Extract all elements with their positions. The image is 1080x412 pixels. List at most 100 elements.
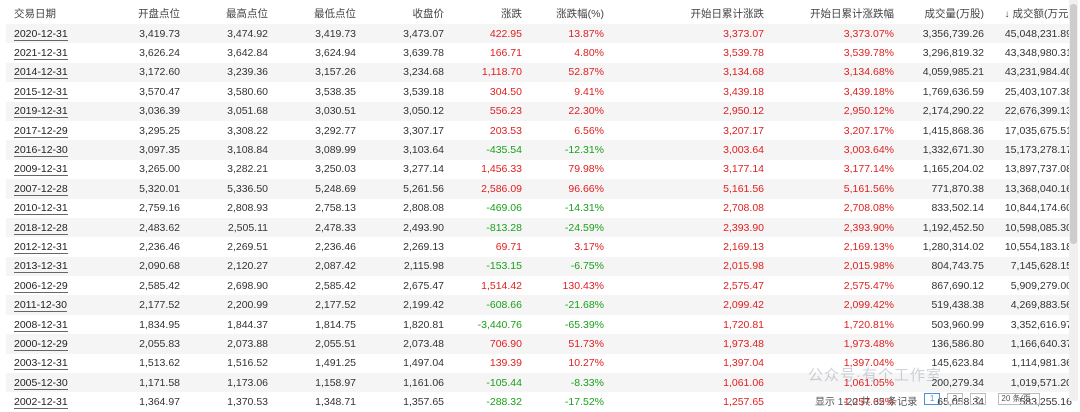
cell-high: 2,269.51 (184, 237, 272, 257)
date-link[interactable]: 2005-12-30 (14, 376, 68, 390)
table-row[interactable]: 2013-12-31 2,090.68 2,120.27 2,087.42 2,115.… (6, 256, 1076, 277)
col-header-amount[interactable]: ↓ 成交额(万元) (988, 2, 1076, 24)
cell-change-pct: 52.87% (526, 62, 608, 83)
table-row[interactable]: 2020-12-31 3,419.73 3,474.92 3,419.73 3,473.… (6, 24, 1076, 44)
table-row[interactable]: 2019-12-31 3,036.39 3,051.68 3,030.51 3,050.… (6, 101, 1076, 121)
cell-low: 3,419.73 (272, 24, 360, 44)
table-row[interactable]: 2007-12-28 5,320.01 5,336.50 5,248.69 5,261.… (6, 179, 1076, 199)
cell-high: 3,282.21 (184, 159, 272, 180)
table-row[interactable]: 2006-12-29 2,585.42 2,698.90 2,585.42 2,675.… (6, 276, 1076, 296)
cell-open: 3,626.24 (96, 43, 184, 63)
date-link[interactable]: 2003-12-31 (14, 357, 68, 371)
date-link[interactable]: 2010-12-31 (14, 202, 68, 216)
cell-cum-change-pct: 2,169.13% (768, 237, 898, 257)
col-header-cum-change[interactable]: 开始日累计涨跌 (690, 7, 765, 20)
page-1-button[interactable]: 1 (924, 393, 941, 405)
col-header-high[interactable]: 最高点位 (226, 7, 268, 20)
col-header-cum-change-pct[interactable]: 开始日累计涨跌幅 (810, 7, 894, 20)
cell-close: 3,307.17 (360, 120, 448, 141)
scrollbar-thumb[interactable] (1070, 4, 1077, 244)
cell-open: 1,513.62 (96, 353, 184, 374)
date-link[interactable]: 2021-12-31 (14, 47, 68, 61)
date-link[interactable]: 2015-12-31 (14, 85, 68, 99)
cell-cum-change: 1,397.04 (608, 353, 768, 374)
col-header-date[interactable]: 交易日期 (14, 7, 56, 20)
col-header-change[interactable]: 涨跌 (501, 7, 522, 20)
cell-close: 2,073.48 (360, 334, 448, 354)
cell-close: 3,234.68 (360, 62, 448, 83)
date-link[interactable]: 2020-12-31 (14, 27, 68, 41)
col-header-volume[interactable]: 成交量(万股) (924, 7, 985, 20)
cell-volume: 200,279.34 (898, 373, 988, 393)
date-link[interactable]: 2019-12-31 (14, 105, 68, 119)
col-header-low[interactable]: 最低点位 (314, 7, 356, 20)
cell-change-pct: 51.73% (526, 334, 608, 354)
date-link[interactable]: 2008-12-31 (14, 318, 68, 332)
page-size-select[interactable]: 20 条/页 (998, 393, 1041, 405)
table-row[interactable]: 2021-12-31 3,626.24 3,642.84 3,624.94 3,639.… (6, 43, 1076, 63)
table-row[interactable]: 2014-12-31 3,172.60 3,239.36 3,157.26 3,234.… (6, 62, 1076, 83)
cell-change-pct: 9.41% (526, 82, 608, 102)
date-link[interactable]: 2014-12-31 (14, 66, 68, 80)
cell-change: -288.32 (448, 392, 526, 412)
cell-high: 3,308.22 (184, 120, 272, 141)
date-link[interactable]: 2007-12-28 (14, 182, 68, 196)
cell-change-pct: -24.59% (526, 217, 608, 238)
cell-cum-change-pct: 2,393.90% (768, 217, 898, 238)
cell-change-pct: 96.66% (526, 179, 608, 199)
table-row[interactable]: 2000-12-29 2,055.83 2,073.88 2,055.51 2,073.… (6, 334, 1076, 354)
cell-change-pct: 3.17% (526, 237, 608, 257)
page-2-button[interactable]: 2 (946, 393, 963, 405)
next-page-button[interactable]: > (969, 393, 986, 405)
date-link[interactable]: 2017-12-29 (14, 124, 68, 138)
date-link[interactable]: 2016-12-30 (14, 144, 68, 158)
cell-open: 1,171.58 (96, 373, 184, 393)
cell-change: 203.53 (448, 120, 526, 141)
date-link[interactable]: 2012-12-31 (14, 240, 68, 254)
table-row[interactable]: 2012-12-31 2,236.46 2,269.51 2,236.46 2,269.… (6, 237, 1076, 257)
cell-volume: 804,743.75 (898, 256, 988, 277)
table-row[interactable]: 2005-12-30 1,171.58 1,173.06 1,158.97 1,161.… (6, 373, 1076, 393)
table-row[interactable]: 2009-12-31 3,265.00 3,282.21 3,250.03 3,277.… (6, 159, 1076, 180)
col-header-open[interactable]: 开盘点位 (138, 7, 180, 20)
date-link[interactable]: 2009-12-31 (14, 163, 68, 177)
table-row[interactable]: 2016-12-30 3,097.35 3,108.84 3,089.99 3,103.… (6, 140, 1076, 160)
date-link[interactable]: 2013-12-31 (14, 260, 68, 274)
col-header-change-pct[interactable]: 涨跌幅(%) (556, 7, 604, 20)
cell-date: 2020-12-31 (6, 24, 96, 44)
table-row[interactable]: 2003-12-31 1,513.62 1,516.52 1,491.25 1,497.… (6, 353, 1076, 374)
cell-change-pct: 6.56% (526, 120, 608, 141)
cell-high: 2,200.99 (184, 295, 272, 315)
cell-amount: 17,035,675.51 (988, 120, 1076, 141)
cell-open: 5,320.01 (96, 179, 184, 199)
cell-change: -469.06 (448, 198, 526, 218)
cell-open: 3,172.60 (96, 62, 184, 83)
arrow-down-icon[interactable]: ↓ (1004, 8, 1010, 20)
vertical-scrollbar[interactable] (1069, 0, 1078, 401)
table-row[interactable]: 2008-12-31 1,834.95 1,844.37 1,814.75 1,820.… (6, 314, 1076, 335)
cell-high: 3,580.60 (184, 82, 272, 102)
cell-cum-change-pct: 2,950.12% (768, 101, 898, 121)
cell-cum-change: 2,950.12 (608, 101, 768, 121)
cell-open: 3,419.73 (96, 24, 184, 44)
date-link[interactable]: 2006-12-29 (14, 279, 68, 293)
table-row[interactable]: 2017-12-29 3,295.25 3,308.22 3,292.77 3,307.… (6, 120, 1076, 141)
date-link[interactable]: 2018-12-28 (14, 221, 68, 235)
table-row[interactable]: 2018-12-28 2,483.62 2,505.11 2,478.33 2,493.… (6, 217, 1076, 238)
cell-volume: 1,165,204.02 (898, 159, 988, 180)
cell-close: 3,539.18 (360, 82, 448, 102)
date-link[interactable]: 2002-12-31 (14, 396, 68, 410)
cell-change-pct: -65.39% (526, 314, 608, 335)
cell-cum-change-pct: 2,099.42% (768, 295, 898, 315)
cell-close: 2,269.13 (360, 237, 448, 257)
cell-cum-change-pct: 5,161.56% (768, 179, 898, 199)
cell-date: 2007-12-28 (6, 179, 96, 199)
table-row[interactable]: 2010-12-31 2,759.16 2,808.93 2,758.13 2,808.… (6, 198, 1076, 218)
table-row[interactable]: 2011-12-30 2,177.52 2,200.99 2,177.52 2,199.… (6, 295, 1076, 315)
table-row[interactable]: 2015-12-31 3,570.47 3,580.60 3,538.35 3,539.… (6, 82, 1076, 102)
cell-high: 2,120.27 (184, 256, 272, 277)
col-header-close[interactable]: 收盘价 (412, 7, 445, 20)
date-link[interactable]: 2000-12-29 (14, 337, 68, 351)
cell-volume: 1,769,636.59 (898, 82, 988, 102)
date-link[interactable]: 2011-12-30 (14, 299, 67, 313)
